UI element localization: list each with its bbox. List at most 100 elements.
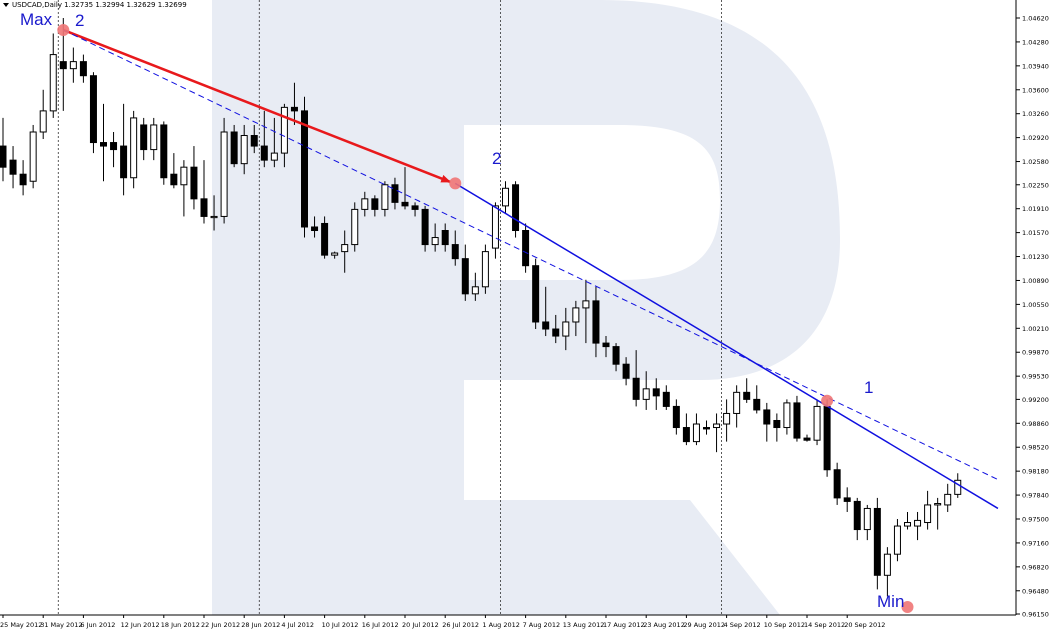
candle-body-bull	[934, 503, 942, 506]
candle-body-bull	[270, 152, 278, 161]
candle-body-bear	[160, 124, 168, 179]
candle-body-bear	[612, 346, 620, 365]
point-2-mid-label: 2	[492, 149, 501, 168]
y-tick-label: 1.04620	[1022, 15, 1049, 23]
candle	[140, 117, 148, 161]
candle	[240, 124, 248, 175]
candle-body-bull	[491, 205, 499, 249]
candle-body-bull	[502, 187, 509, 207]
candle	[522, 223, 530, 273]
candle-body-bull	[692, 423, 700, 443]
candle-body-bear	[743, 391, 751, 400]
y-tick-label: 0.99200	[1022, 396, 1049, 404]
candle	[924, 490, 932, 530]
candle	[692, 413, 700, 446]
x-tick-label: 18 Jun 2012	[161, 621, 200, 629]
candle-body-bear	[250, 135, 258, 147]
marker-max	[57, 23, 70, 36]
y-tick-label: 0.99530	[1022, 373, 1049, 381]
candle-body-bear	[140, 124, 148, 151]
candle	[883, 547, 891, 597]
candle	[39, 89, 47, 140]
candle	[431, 223, 439, 252]
candle-body-bear	[803, 437, 811, 441]
y-tick-label: 0.99870	[1022, 349, 1049, 357]
watermark-leg	[464, 500, 780, 615]
candle	[773, 413, 781, 442]
candle	[471, 272, 479, 301]
candle-body-bear	[0, 145, 7, 168]
x-tick-label: 16 Jul 2012	[362, 621, 399, 629]
candle-body-bear	[190, 166, 198, 200]
candle	[763, 402, 771, 442]
candle-body-bear	[59, 61, 67, 70]
y-tick-label: 1.00550	[1022, 301, 1049, 309]
x-tick-label: 29 Aug 2012	[683, 621, 725, 629]
candle	[833, 462, 841, 505]
candle-body-bull	[130, 117, 138, 179]
marker-min	[901, 600, 914, 613]
candle	[622, 357, 630, 386]
candle-body-bull	[180, 166, 188, 186]
candle	[502, 181, 509, 213]
y-tick-label: 1.02250	[1022, 181, 1049, 189]
period-separators	[57, 0, 722, 615]
y-tick-label: 1.03940	[1022, 62, 1049, 70]
watermark-logo	[212, 0, 840, 615]
candle	[512, 181, 520, 238]
candle-body-bear	[230, 131, 238, 165]
candle	[652, 378, 660, 410]
candle-body-bull	[954, 479, 962, 495]
candle-body-bull	[582, 300, 590, 309]
watermark-bowl	[464, 0, 840, 380]
candle-body-bear	[461, 258, 469, 295]
candle-body-bear	[532, 265, 540, 323]
dropdown-triangle-icon[interactable]	[3, 3, 9, 7]
candle-body-bear	[9, 159, 17, 175]
candle	[361, 191, 369, 217]
candle-body-bull	[210, 215, 218, 219]
candle-body-bear	[301, 110, 308, 228]
candle	[321, 216, 329, 259]
candle	[893, 519, 901, 562]
candle-body-bull	[39, 110, 47, 133]
candle	[793, 395, 801, 442]
candle-body-bear	[311, 226, 319, 232]
candle	[421, 205, 429, 252]
marker-point-2	[449, 177, 462, 190]
candle-body-bull	[471, 286, 479, 295]
candle	[200, 160, 208, 224]
candle	[301, 96, 308, 238]
x-tick-label: 26 Jul 2012	[442, 621, 479, 629]
candle-body-bear	[672, 405, 680, 429]
candle	[723, 399, 731, 442]
candle-body-bear	[542, 321, 550, 330]
y-tick-label: 1.02920	[1022, 134, 1049, 142]
candle-body-bull	[562, 321, 570, 337]
candle-body-bear	[602, 342, 610, 348]
candle	[79, 54, 87, 83]
candle-body-bull	[713, 423, 721, 429]
candle-body-bull	[924, 504, 932, 524]
y-tick-label: 1.04280	[1022, 38, 1049, 46]
candle-body-bull	[29, 131, 37, 182]
y-tick-label: 1.01910	[1022, 205, 1049, 213]
candle	[381, 181, 389, 217]
y-tick-label: 0.97500	[1022, 516, 1049, 524]
x-tick-label: 6 Jun 2012	[80, 621, 115, 629]
candle-body-bear	[260, 145, 268, 161]
candle	[733, 385, 741, 428]
candle-body-bull	[783, 402, 791, 429]
y-tick-label: 1.00210	[1022, 325, 1049, 333]
candle-body-bull	[280, 106, 288, 154]
symbol-header: USDCAD,Daily 1.32735 1.32994 1.32629 1.3…	[3, 1, 187, 9]
candle-body-bear	[652, 388, 660, 397]
candle	[120, 103, 128, 196]
candle	[461, 244, 469, 301]
candle	[481, 244, 489, 294]
candle-body-bear	[662, 391, 670, 407]
candle-body-bear	[401, 201, 409, 207]
x-tick-label: 13 Aug 2012	[563, 621, 605, 629]
candle	[331, 251, 339, 259]
